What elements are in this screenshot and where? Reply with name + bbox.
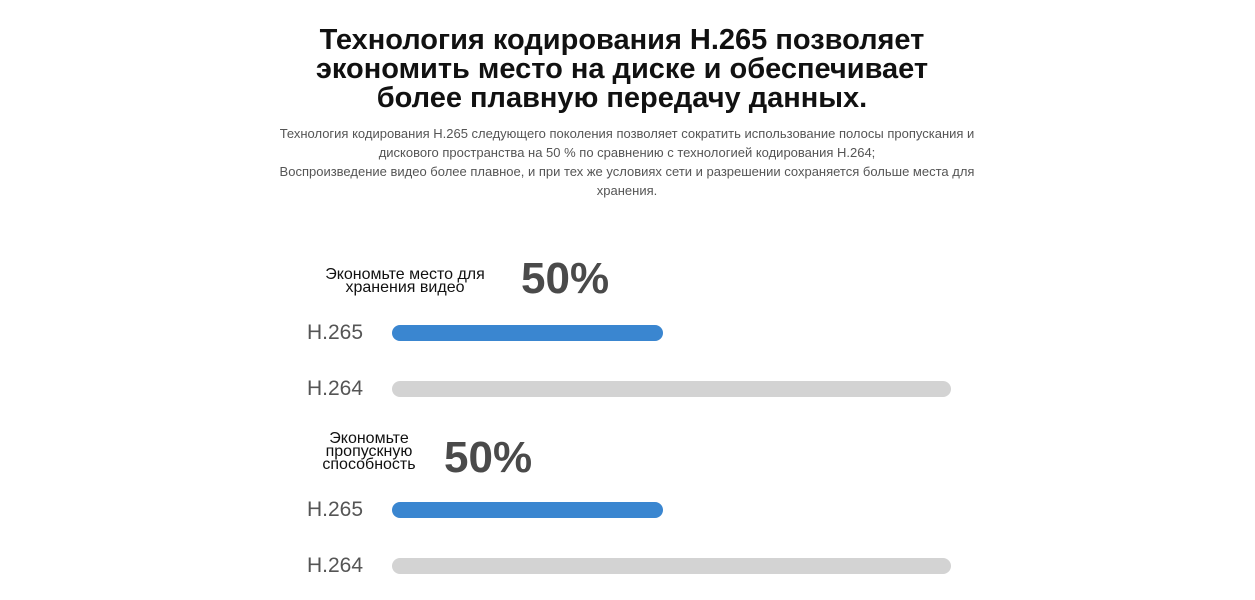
group-label: Экономьте пропускную способность xyxy=(322,430,416,473)
bar xyxy=(392,558,951,574)
title: Технология кодирования H.265 позволяет э… xyxy=(315,24,929,114)
row-label: H.265 xyxy=(307,498,364,521)
row-label: H.264 xyxy=(307,377,364,400)
highlight: 50% xyxy=(444,433,533,482)
group-label: Экономьте место для хранения видео xyxy=(325,266,485,296)
row-label: H.265 xyxy=(307,321,364,344)
subtitle: Воспроизведение видео более плавное, и п… xyxy=(279,164,975,198)
bar xyxy=(392,325,664,341)
row-label: H.264 xyxy=(307,554,364,577)
highlight: 50% xyxy=(521,254,610,303)
bar xyxy=(392,381,951,397)
bar xyxy=(392,502,664,518)
subtitle: Технология кодирования H.265 следующего … xyxy=(279,126,975,160)
